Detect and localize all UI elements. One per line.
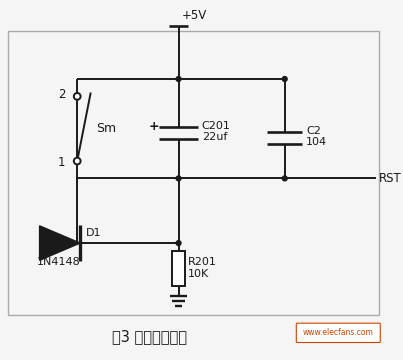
Text: 2: 2 bbox=[58, 88, 66, 101]
Bar bbox=[8, 31, 379, 315]
Text: +: + bbox=[148, 120, 159, 133]
Text: RST: RST bbox=[379, 172, 402, 185]
Polygon shape bbox=[39, 226, 80, 260]
Text: 104: 104 bbox=[306, 137, 327, 147]
Text: 10K: 10K bbox=[188, 269, 210, 279]
Text: C201: C201 bbox=[202, 121, 231, 131]
FancyBboxPatch shape bbox=[296, 323, 380, 342]
Text: R201: R201 bbox=[188, 257, 217, 267]
Text: Sm: Sm bbox=[96, 122, 116, 135]
Bar bbox=[172, 251, 185, 285]
Circle shape bbox=[176, 77, 181, 81]
Text: 22uf: 22uf bbox=[202, 132, 227, 142]
Circle shape bbox=[74, 158, 81, 165]
Text: +5V: +5V bbox=[181, 9, 207, 22]
Text: C2: C2 bbox=[306, 126, 321, 136]
Circle shape bbox=[74, 93, 81, 100]
Circle shape bbox=[283, 176, 287, 181]
Text: D1: D1 bbox=[86, 229, 102, 238]
Text: 1N4148: 1N4148 bbox=[37, 257, 81, 267]
Text: www.elecfans.com: www.elecfans.com bbox=[302, 328, 373, 337]
Text: 图3 系统复位电路: 图3 系统复位电路 bbox=[112, 329, 187, 344]
Circle shape bbox=[176, 176, 181, 181]
Text: 1: 1 bbox=[58, 157, 66, 170]
Circle shape bbox=[176, 241, 181, 246]
Circle shape bbox=[283, 77, 287, 81]
